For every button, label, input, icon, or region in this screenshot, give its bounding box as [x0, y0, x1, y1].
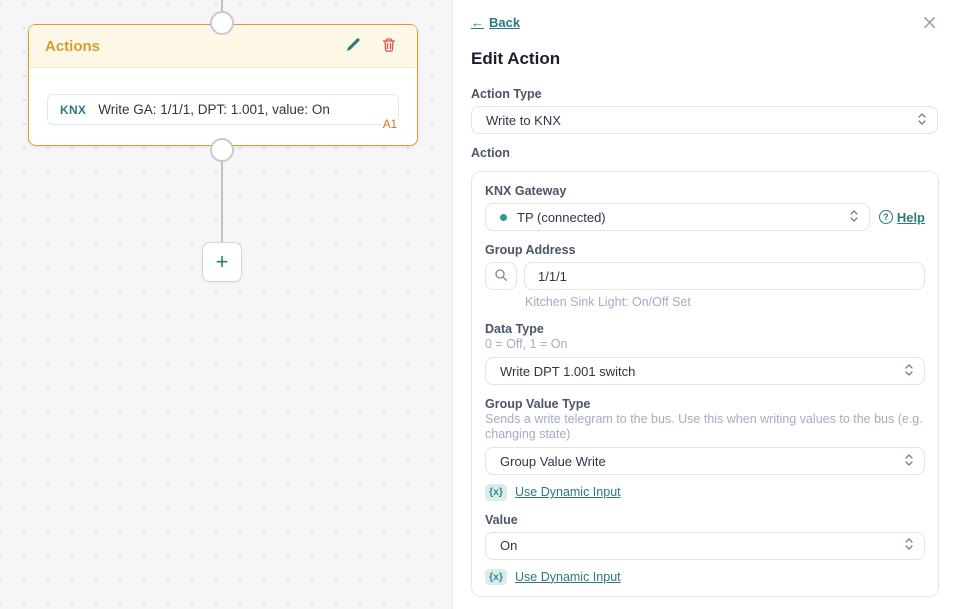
use-dynamic-input-link-group-value[interactable]: Use Dynamic Input [515, 485, 621, 500]
group-value-type-select[interactable]: Group Value Write [485, 447, 925, 475]
action-type-label: Action Type [471, 87, 542, 101]
data-type-select[interactable]: Write DPT 1.001 switch [485, 357, 925, 385]
dynamic-input-icon[interactable]: {x} [485, 484, 508, 501]
search-icon [494, 268, 508, 285]
flow-canvas[interactable]: Actions KNX Write GA: 1/1/1, DP [0, 0, 452, 609]
back-label: Back [489, 15, 521, 30]
data-type-helper: 0 = Off, 1 = On [485, 337, 568, 351]
action-type-value: Write to KNX [486, 112, 561, 128]
value-label: Value [485, 512, 518, 527]
use-dynamic-input-link-value[interactable]: Use Dynamic Input [515, 569, 621, 584]
back-arrow-icon: ← [471, 15, 484, 30]
actions-node-header: Actions [29, 25, 417, 68]
value-value: On [500, 538, 518, 554]
pencil-icon [345, 37, 361, 56]
action-summary: Write GA: 1/1/1, DPT: 1.001, value: On [98, 102, 330, 117]
stepper-icon [904, 537, 914, 554]
help-link[interactable]: ? Help [878, 209, 925, 225]
panel-title: Edit Action [471, 49, 561, 68]
group-value-type-value: Group Value Write [500, 453, 606, 469]
data-type-label: Data Type [485, 322, 544, 336]
plus-icon: + [215, 249, 229, 274]
knx-gateway-select[interactable]: TP (connected) [485, 203, 870, 231]
group-value-type-label: Group Value Type [485, 397, 591, 411]
action-section-box: KNX Gateway TP (connected) ? Help Group … [471, 171, 939, 598]
close-icon[interactable]: × [921, 10, 938, 34]
stepper-icon [849, 209, 859, 226]
group-value-type-helper: Sends a write telegram to the bus. Use t… [485, 412, 923, 441]
help-icon: ? [878, 210, 893, 224]
group-address-search-button[interactable] [485, 262, 517, 290]
help-label: Help [896, 209, 925, 225]
node-title: Actions [45, 37, 101, 55]
knx-gateway-label: KNX Gateway [485, 184, 567, 198]
stepper-icon [904, 453, 914, 470]
action-section-label: Action [471, 146, 510, 160]
node-body: KNX Write GA: 1/1/1, DPT: 1.001, value: … [29, 68, 417, 132]
knx-gateway-value: TP (connected) [517, 209, 606, 225]
knx-tag: KNX [60, 102, 87, 117]
action-type-select[interactable]: Write to KNX [471, 106, 938, 134]
stepper-icon [917, 112, 927, 129]
add-node-button[interactable]: + [202, 242, 242, 282]
group-address-label: Group Address [485, 243, 576, 257]
trash-icon [381, 37, 397, 56]
edit-action-panel: ← Back × Edit Action Action Type Write t… [452, 0, 954, 609]
data-type-value: Write DPT 1.001 switch [500, 363, 636, 379]
connected-status-dot [500, 213, 507, 221]
connector-line-bottom [221, 161, 223, 243]
group-address-input[interactable] [524, 262, 925, 290]
node-input-handle[interactable] [210, 11, 234, 35]
actions-node-card[interactable]: Actions KNX Write GA: 1/1/1, DP [28, 24, 418, 146]
stepper-icon [904, 363, 914, 380]
connector-line-top [221, 0, 223, 13]
group-address-helper: Kitchen Sink Light: On/Off Set [525, 295, 691, 309]
node-output-handle[interactable] [210, 138, 234, 162]
action-id-badge: A1 [380, 119, 399, 132]
delete-node-button[interactable] [375, 32, 403, 60]
back-link[interactable]: ← Back [471, 15, 520, 30]
value-select[interactable]: On [485, 531, 925, 560]
action-list-item[interactable]: KNX Write GA: 1/1/1, DPT: 1.001, value: … [47, 94, 399, 125]
edit-node-button[interactable] [339, 32, 367, 60]
dynamic-input-icon[interactable]: {x} [485, 568, 508, 586]
